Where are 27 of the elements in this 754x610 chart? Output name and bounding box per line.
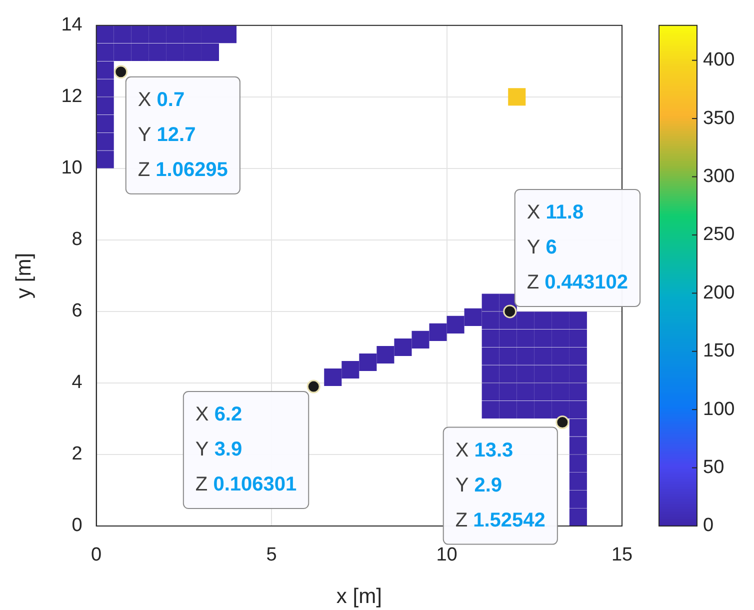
color-bar-label: 50 — [703, 457, 724, 478]
y-tick-label: 10 — [61, 158, 82, 179]
color-bar-label: 100 — [703, 398, 735, 420]
x-tick-label: 10 — [436, 544, 458, 566]
y-tick-label: 6 — [72, 300, 82, 322]
x-tick-label: 15 — [611, 544, 633, 566]
color-bar-label: 300 — [703, 166, 735, 187]
color-bar-label: 0 — [703, 515, 714, 536]
x-axis-title: x [m] — [336, 585, 382, 608]
annotation: X 0.7 Y 12.7 Z 1.06295 — [138, 88, 228, 181]
annotation: X 11.8 Y 6 Z 0.443102 — [526, 201, 628, 294]
y-axis-title: y [m] — [12, 252, 36, 298]
color-bar-label: 150 — [703, 340, 735, 362]
y-tick-label: 8 — [72, 229, 82, 250]
color-bar-label: 200 — [703, 282, 735, 304]
color-bar-label: 350 — [703, 108, 735, 129]
y-tick-label: 14 — [61, 14, 83, 36]
y-tick-label: 12 — [61, 86, 82, 108]
y-tick-label: 0 — [72, 515, 82, 536]
y-tick-label: 2 — [72, 444, 82, 465]
annotation: X 13.3 Y 2.9 Z 1.52542 — [455, 439, 546, 532]
y-tick-label: 4 — [72, 372, 83, 394]
annotation: X 6.2 Y 3.9 Z 0.106301 — [195, 404, 297, 496]
color-bar-label: 250 — [703, 224, 735, 246]
color-bar-label: 400 — [703, 50, 735, 71]
x-tick-label: 0 — [91, 544, 102, 566]
x-tick-label: 5 — [266, 544, 277, 566]
